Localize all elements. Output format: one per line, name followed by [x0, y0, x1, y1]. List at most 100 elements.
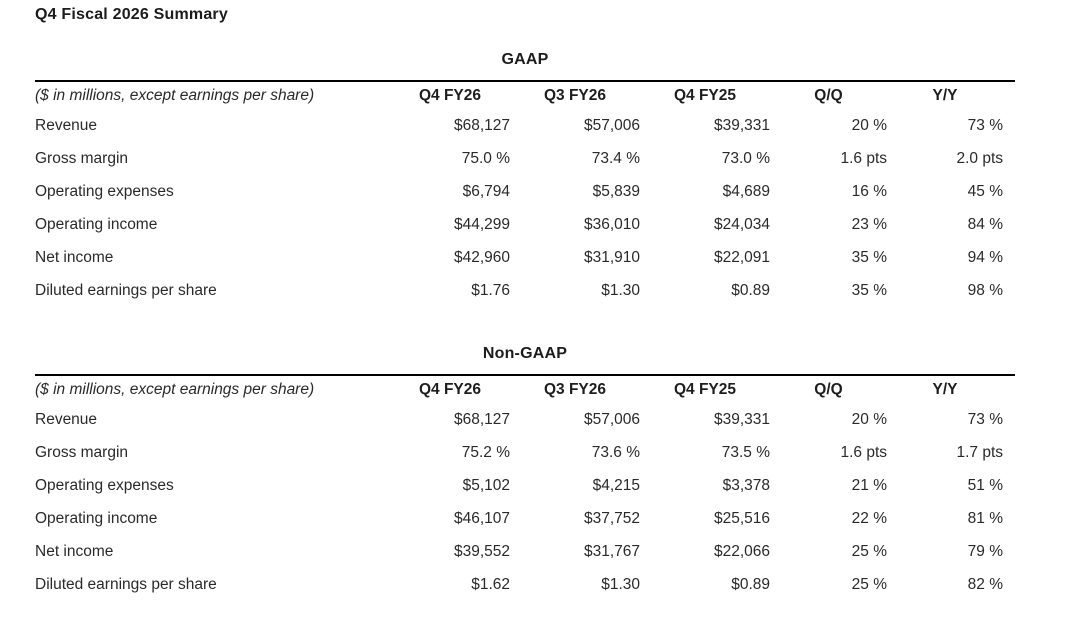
cell-value: $22,091	[713, 248, 770, 266]
cell-value: $22,066	[713, 542, 770, 560]
cell-value: 73 %	[967, 410, 1003, 428]
cell-value: $44,299	[453, 215, 510, 233]
column-header-yy: Y/Y	[887, 80, 1015, 109]
cell-value: $39,552	[453, 542, 510, 560]
cell-value: $4,689	[722, 182, 770, 200]
table-row-operating-income: Operating income $44,299 $36,010 $24,034…	[35, 208, 1015, 241]
cell-value: 73.4 %	[591, 149, 640, 167]
cell-value: $5,839	[592, 182, 640, 200]
row-label: Net income	[35, 542, 114, 560]
cell-value: 23 %	[851, 215, 887, 233]
cell-value: 73.0 %	[721, 149, 770, 167]
column-header-q4fy25: Q4 FY25	[640, 374, 770, 403]
cell-value: $3,378	[722, 476, 770, 494]
row-label: Operating expenses	[35, 182, 174, 200]
table-row-diluted-eps: Diluted earnings per share $1.62 $1.30 $…	[35, 568, 1015, 601]
cell-value: $57,006	[583, 116, 640, 134]
cell-value: $68,127	[453, 116, 510, 134]
column-header-q3fy26: Q3 FY26	[510, 80, 640, 109]
gaap-header-row: ($ in millions, except earnings per shar…	[35, 80, 1015, 109]
row-label: Operating income	[35, 509, 158, 527]
cell-value: $46,107	[453, 509, 510, 527]
cell-value: 45 %	[967, 182, 1003, 200]
cell-value: $31,910	[583, 248, 640, 266]
row-label: Operating income	[35, 215, 158, 233]
cell-value: 1.7 pts	[956, 443, 1003, 461]
cell-value: $37,752	[583, 509, 640, 527]
cell-value: $39,331	[713, 410, 770, 428]
row-label: Gross margin	[35, 443, 129, 461]
cell-value: 51 %	[967, 476, 1003, 494]
column-header-q4fy26: Q4 FY26	[390, 374, 510, 403]
cell-value: 20 %	[851, 116, 887, 134]
gaap-section: GAAP ($ in millions, except earnings per…	[35, 51, 1015, 307]
table-row-gross-margin: Gross margin 75.0 % 73.4 % 73.0 % 1.6 pt…	[35, 142, 1015, 175]
column-header-yy: Y/Y	[887, 374, 1015, 403]
table-row-gross-margin: Gross margin 75.2 % 73.6 % 73.5 % 1.6 pt…	[35, 436, 1015, 469]
cell-value: 84 %	[967, 215, 1003, 233]
table-row-net-income: Net income $39,552 $31,767 $22,066 25 % …	[35, 535, 1015, 568]
row-label: Diluted earnings per share	[35, 281, 217, 299]
cell-value: 73.5 %	[721, 443, 770, 461]
cell-value: 35 %	[851, 281, 887, 299]
non-gaap-section-title: Non-GAAP	[482, 345, 568, 362]
table-row-operating-expenses: Operating expenses $6,794 $5,839 $4,689 …	[35, 175, 1015, 208]
page-title: Q4 Fiscal 2026 Summary	[35, 6, 228, 23]
cell-value: $57,006	[583, 410, 640, 428]
row-label: Revenue	[35, 410, 98, 428]
table-row-operating-income: Operating income $46,107 $37,752 $25,516…	[35, 502, 1015, 535]
cell-value: 2.0 pts	[956, 149, 1003, 167]
cell-value: 16 %	[851, 182, 887, 200]
cell-value: $1.30	[601, 281, 640, 299]
cell-value: 25 %	[851, 542, 887, 560]
cell-value: $24,034	[713, 215, 770, 233]
cell-value: $4,215	[592, 476, 640, 494]
table-row-net-income: Net income $42,960 $31,910 $22,091 35 % …	[35, 241, 1015, 274]
row-label: Gross margin	[35, 149, 129, 167]
units-note: ($ in millions, except earnings per shar…	[35, 80, 390, 109]
cell-value: $39,331	[713, 116, 770, 134]
table-row-revenue: Revenue $68,127 $57,006 $39,331 20 % 73 …	[35, 109, 1015, 142]
cell-value: $42,960	[453, 248, 510, 266]
cell-value: $1.30	[601, 575, 640, 593]
cell-value: 73.6 %	[591, 443, 640, 461]
cell-value: 98 %	[967, 281, 1003, 299]
cell-value: $1.76	[471, 281, 510, 299]
column-header-qq: Q/Q	[770, 374, 887, 403]
row-label: Net income	[35, 248, 114, 266]
non-gaap-header-row: ($ in millions, except earnings per shar…	[35, 374, 1015, 403]
table-row-diluted-eps: Diluted earnings per share $1.76 $1.30 $…	[35, 274, 1015, 307]
cell-value: 22 %	[851, 509, 887, 527]
cell-value: 25 %	[851, 575, 887, 593]
column-header-qq: Q/Q	[770, 80, 887, 109]
cell-value: $25,516	[713, 509, 770, 527]
cell-value: $5,102	[462, 476, 510, 494]
cell-value: 82 %	[967, 575, 1003, 593]
cell-value: 79 %	[967, 542, 1003, 560]
row-label: Diluted earnings per share	[35, 575, 217, 593]
column-header-q4fy25: Q4 FY25	[640, 80, 770, 109]
cell-value: 75.0 %	[461, 149, 510, 167]
cell-value: $31,767	[583, 542, 640, 560]
cell-value: 73 %	[967, 116, 1003, 134]
non-gaap-section: Non-GAAP ($ in millions, except earnings…	[35, 345, 1015, 601]
row-label: Operating expenses	[35, 476, 174, 494]
cell-value: $0.89	[731, 281, 770, 299]
table-row-operating-expenses: Operating expenses $5,102 $4,215 $3,378 …	[35, 469, 1015, 502]
cell-value: 81 %	[967, 509, 1003, 527]
row-label: Revenue	[35, 116, 98, 134]
gaap-section-title: GAAP	[501, 51, 549, 68]
cell-value: 1.6 pts	[840, 443, 887, 461]
units-note: ($ in millions, except earnings per shar…	[35, 374, 390, 403]
cell-value: $6,794	[462, 182, 510, 200]
table-row-revenue: Revenue $68,127 $57,006 $39,331 20 % 73 …	[35, 403, 1015, 436]
cell-value: 75.2 %	[461, 443, 510, 461]
cell-value: 1.6 pts	[840, 149, 887, 167]
cell-value: $68,127	[453, 410, 510, 428]
gaap-table: ($ in millions, except earnings per shar…	[35, 80, 1015, 307]
column-header-q3fy26: Q3 FY26	[510, 374, 640, 403]
non-gaap-table: ($ in millions, except earnings per shar…	[35, 374, 1015, 601]
cell-value: $36,010	[583, 215, 640, 233]
column-header-q4fy26: Q4 FY26	[390, 80, 510, 109]
cell-value: $0.89	[731, 575, 770, 593]
